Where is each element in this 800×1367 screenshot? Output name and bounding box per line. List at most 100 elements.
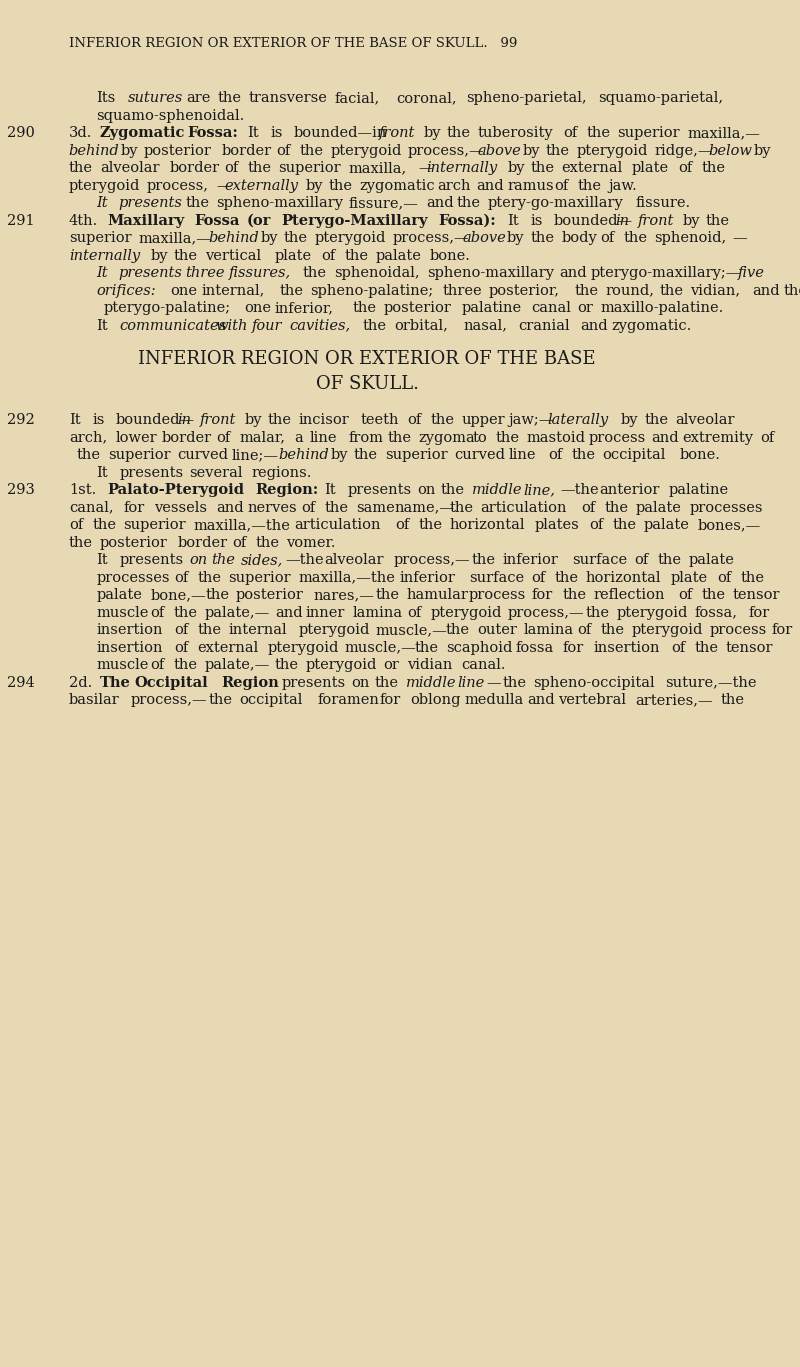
Text: the: the (303, 267, 327, 280)
Text: border: border (170, 161, 220, 175)
Text: by: by (423, 126, 441, 141)
Text: sides,: sides, (241, 554, 283, 567)
Text: palate: palate (643, 518, 689, 532)
Text: jaw;—: jaw;— (508, 413, 554, 428)
Text: zygomatic.: zygomatic. (611, 319, 692, 332)
Text: the: the (530, 231, 554, 245)
Text: the: the (69, 161, 93, 175)
Text: for: for (562, 641, 583, 655)
Text: on: on (418, 484, 436, 498)
Text: bounded—: bounded— (115, 413, 194, 428)
Text: the: the (218, 92, 242, 105)
Text: body: body (562, 231, 597, 245)
Text: articulation: articulation (480, 500, 566, 515)
Text: process,—: process,— (131, 693, 207, 707)
Text: palatine: palatine (669, 484, 729, 498)
Text: Palato-Pterygoid: Palato-Pterygoid (108, 484, 245, 498)
Text: for: for (379, 693, 401, 707)
Text: cranial: cranial (518, 319, 570, 332)
Text: superior: superior (385, 448, 447, 462)
Text: fissure.: fissure. (635, 197, 690, 211)
Text: ridge,—: ridge,— (654, 144, 713, 157)
Text: upper: upper (462, 413, 505, 428)
Text: hamular: hamular (407, 588, 469, 603)
Text: the: the (554, 571, 578, 585)
Text: below: below (709, 144, 753, 157)
Text: in: in (178, 413, 191, 428)
Text: alveolar: alveolar (675, 413, 735, 428)
Text: is: is (530, 213, 542, 228)
Text: behind: behind (209, 231, 259, 245)
Text: surface: surface (469, 571, 524, 585)
Text: by: by (150, 249, 168, 262)
Text: presents: presents (118, 197, 182, 211)
Text: basilar: basilar (69, 693, 119, 707)
Text: of: of (276, 144, 290, 157)
Text: and: and (651, 431, 678, 444)
Text: presents: presents (282, 675, 346, 690)
Text: Zygomatic: Zygomatic (100, 126, 186, 141)
Text: the: the (418, 518, 442, 532)
Text: vertical: vertical (205, 249, 261, 262)
Text: the: the (586, 606, 610, 619)
Text: curved: curved (178, 448, 229, 462)
Text: on: on (351, 675, 370, 690)
Text: pterygoid: pterygoid (330, 144, 402, 157)
Text: teeth: teeth (361, 413, 399, 428)
Text: (or: (or (247, 213, 271, 228)
Text: jaw.: jaw. (608, 179, 637, 193)
Text: extremity: extremity (682, 431, 753, 444)
Text: to: to (473, 431, 487, 444)
Text: internally: internally (426, 161, 497, 175)
Text: insertion: insertion (96, 641, 163, 655)
Text: pterygo-maxillary;—: pterygo-maxillary;— (590, 267, 741, 280)
Text: four: four (252, 319, 282, 332)
Text: of: of (69, 518, 83, 532)
Text: curved: curved (454, 448, 506, 462)
Text: internal,: internal, (202, 284, 265, 298)
Text: the: the (457, 197, 481, 211)
Text: palate,—: palate,— (205, 659, 270, 673)
Text: plates: plates (534, 518, 579, 532)
Text: external: external (198, 641, 258, 655)
Text: the: the (92, 518, 116, 532)
Text: sutures: sutures (127, 92, 182, 105)
Text: pterygoid: pterygoid (315, 231, 386, 245)
Text: orifices:: orifices: (96, 284, 156, 298)
Text: from: from (348, 431, 383, 444)
Text: muscle: muscle (96, 659, 149, 673)
Text: the: the (496, 431, 520, 444)
Text: by: by (682, 213, 700, 228)
Text: and: and (216, 500, 244, 515)
Text: spheno-maxillary: spheno-maxillary (427, 267, 554, 280)
Text: cavities,: cavities, (289, 319, 350, 332)
Text: foramen: foramen (318, 693, 379, 707)
Text: palate: palate (689, 554, 735, 567)
Text: processes: processes (96, 571, 170, 585)
Text: the: the (284, 231, 308, 245)
Text: 4th.: 4th. (69, 213, 98, 228)
Text: spheno-maxillary: spheno-maxillary (216, 197, 343, 211)
Text: and: and (580, 319, 608, 332)
Text: the: the (205, 588, 229, 603)
Text: squamo-sphenoidal.: squamo-sphenoidal. (96, 109, 245, 123)
Text: superior: superior (228, 571, 291, 585)
Text: palate: palate (96, 588, 142, 603)
Text: Fossa):: Fossa): (438, 213, 496, 228)
Text: zygoma: zygoma (418, 431, 475, 444)
Text: the: the (198, 571, 222, 585)
Text: the: the (376, 588, 400, 603)
Text: vidian: vidian (407, 659, 452, 673)
Text: presents: presents (120, 554, 184, 567)
Text: by: by (261, 231, 278, 245)
Text: the: the (601, 623, 625, 637)
Text: pterygo-palatine;: pterygo-palatine; (104, 301, 231, 316)
Text: nasal,: nasal, (464, 319, 508, 332)
Text: process,—: process,— (394, 554, 470, 567)
Text: process,: process, (146, 179, 209, 193)
Text: palate: palate (375, 249, 422, 262)
Text: the: the (69, 536, 93, 550)
Text: incisor: incisor (298, 413, 350, 428)
Text: middle: middle (406, 675, 456, 690)
Text: It: It (96, 319, 108, 332)
